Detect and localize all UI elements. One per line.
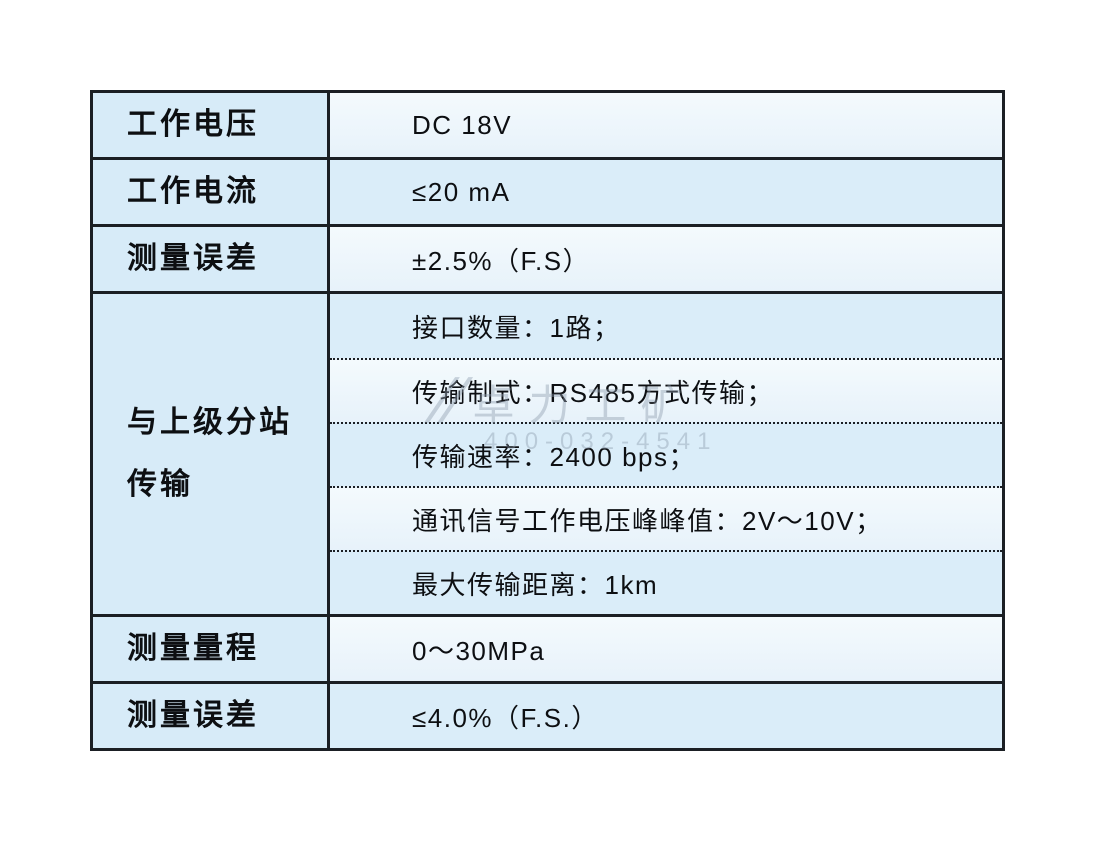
label-text: 测量误差 — [127, 699, 259, 732]
spec-label-measurement-error-2: 测量误差 — [93, 684, 330, 748]
transmission-standard: 传输制式：RS485方式传输； — [330, 358, 1002, 422]
spec-value-measurement-error-2: ≤4.0%（F.S.） — [330, 684, 1002, 748]
spec-value-working-current: ≤20 mA — [330, 160, 1002, 224]
transmission-max-distance: 最大传输距离：1km — [330, 550, 1002, 614]
label-text: 工作电压 — [127, 108, 259, 141]
label-text-line2: 传输 — [127, 468, 193, 501]
transmission-interface-count: 接口数量：1路； — [330, 294, 1002, 358]
spec-row-measurement-range: 测量量程 0～30MPa — [93, 614, 1002, 681]
spec-label-measurement-range: 测量量程 — [93, 617, 330, 681]
spec-row-working-current: 工作电流 ≤20 mA — [93, 157, 1002, 224]
spec-row-measurement-error-1: 测量误差 ±2.5%（F.S） — [93, 224, 1002, 291]
spec-table: 工作电压 DC 18V 工作电流 ≤20 mA 测量误差 ±2.5%（F.S） … — [90, 90, 1005, 751]
spec-label-transmission: 与上级分站 传输 — [93, 294, 330, 614]
transmission-rate: 传输速率：2400 bps； — [330, 422, 1002, 486]
transmission-sub-rows: 接口数量：1路； 传输制式：RS485方式传输； 传输速率：2400 bps； … — [330, 294, 1002, 614]
spec-row-measurement-error-2: 测量误差 ≤4.0%（F.S.） — [93, 681, 1002, 748]
label-text-line1: 与上级分站 — [127, 406, 292, 439]
spec-value-measurement-range: 0～30MPa — [330, 617, 1002, 681]
label-text: 测量量程 — [127, 632, 259, 665]
spec-row-transmission: 与上级分站 传输 接口数量：1路； 传输制式：RS485方式传输； 传输速率：2… — [93, 291, 1002, 614]
label-text: 测量误差 — [127, 242, 259, 275]
spec-label-measurement-error-1: 测量误差 — [93, 227, 330, 291]
label-text: 工作电流 — [127, 175, 259, 208]
spec-row-working-voltage: 工作电压 DC 18V — [93, 93, 1002, 157]
spec-value-working-voltage: DC 18V — [330, 93, 1002, 157]
spec-label-working-voltage: 工作电压 — [93, 93, 330, 157]
transmission-signal-voltage: 通讯信号工作电压峰峰值：2V～10V； — [330, 486, 1002, 550]
spec-value-measurement-error-1: ±2.5%（F.S） — [330, 227, 1002, 291]
spec-label-working-current: 工作电流 — [93, 160, 330, 224]
